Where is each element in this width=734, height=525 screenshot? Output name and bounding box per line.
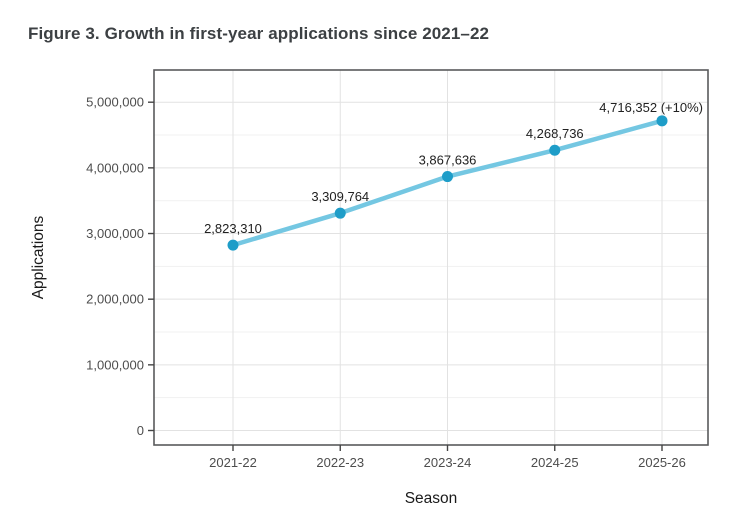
y-tick-label: 0 (137, 423, 144, 438)
data-point-label: 4,268,736 (526, 126, 584, 141)
y-tick-label: 5,000,000 (86, 95, 144, 110)
panel-border (153, 69, 709, 446)
x-tick-label: 2024-25 (531, 455, 579, 470)
x-axis-title: Season (405, 490, 458, 507)
x-tick-label: 2025-26 (638, 455, 686, 470)
data-point-label: 3,867,636 (419, 153, 477, 168)
x-tick-label: 2021-22 (209, 455, 257, 470)
y-tick-label: 3,000,000 (86, 226, 144, 241)
x-tick-label: 2022-23 (316, 455, 364, 470)
figure-title: Figure 3. Growth in first-year applicati… (28, 24, 490, 43)
data-point-2022-23 (334, 207, 346, 219)
y-tick-label: 4,000,000 (86, 160, 144, 175)
data-point-2025-26 (656, 115, 668, 127)
data-point-2024-25 (549, 144, 561, 156)
data-point-2023-24 (442, 171, 453, 183)
data-point-label: 3,309,764 (311, 189, 369, 204)
x-tick-label: 2023-24 (424, 455, 472, 470)
data-point-2021-22 (227, 239, 239, 251)
y-tick-label: 1,000,000 (86, 357, 144, 372)
data-point-label: 2,823,310 (204, 221, 262, 236)
data-point-label: 4,716,352 (+10%) (599, 100, 703, 115)
y-axis-title: Applications (30, 215, 47, 299)
y-tick-label: 2,000,000 (86, 292, 144, 307)
